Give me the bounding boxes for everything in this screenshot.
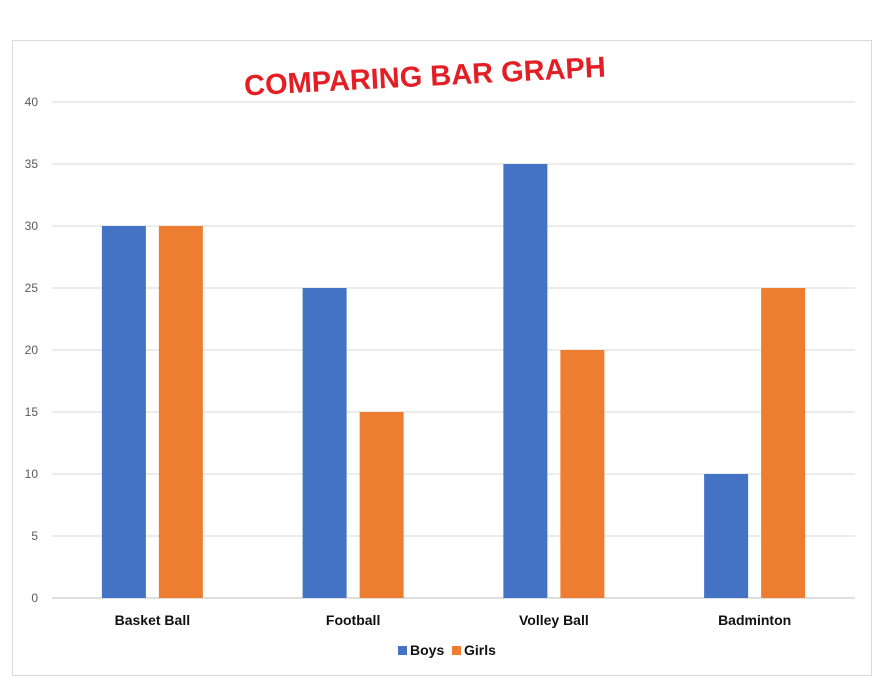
y-tick-label: 10 (25, 467, 39, 481)
bar-boys-basket-ball (101, 226, 146, 598)
y-tick-label: 5 (31, 529, 38, 543)
y-tick-label: 20 (25, 343, 39, 357)
bar-boys-badminton (704, 474, 749, 598)
chart-title: COMPARING BAR GRAPH (243, 52, 606, 103)
legend-swatch-boys (398, 646, 407, 655)
bar-girls-football (359, 412, 404, 598)
y-tick-label: 40 (25, 95, 39, 109)
y-axis-ticks: 0 5 10 15 20 25 30 35 40 (25, 95, 39, 605)
y-tick-label: 0 (31, 591, 38, 605)
y-tick-label: 35 (25, 157, 39, 171)
bar-girls-volley-ball (560, 350, 605, 598)
bars (101, 164, 806, 598)
y-tick-label: 25 (25, 281, 39, 295)
legend-label-girls: Girls (464, 642, 496, 658)
x-axis-categories: Basket Ball Football Volley Ball Badminton (115, 612, 792, 628)
legend-swatch-girls (452, 646, 461, 655)
x-category-label: Basket Ball (115, 612, 190, 628)
legend-label-boys: Boys (410, 642, 444, 658)
bar-boys-volley-ball (503, 164, 548, 598)
x-category-label: Badminton (718, 612, 791, 628)
legend: Boys Girls (398, 642, 496, 658)
bar-girls-badminton (761, 288, 806, 598)
y-tick-label: 15 (25, 405, 39, 419)
bar-girls-basket-ball (158, 226, 203, 598)
bar-boys-football (302, 288, 347, 598)
x-category-label: Volley Ball (519, 612, 589, 628)
x-category-label: Football (326, 612, 380, 628)
y-tick-label: 30 (25, 219, 39, 233)
